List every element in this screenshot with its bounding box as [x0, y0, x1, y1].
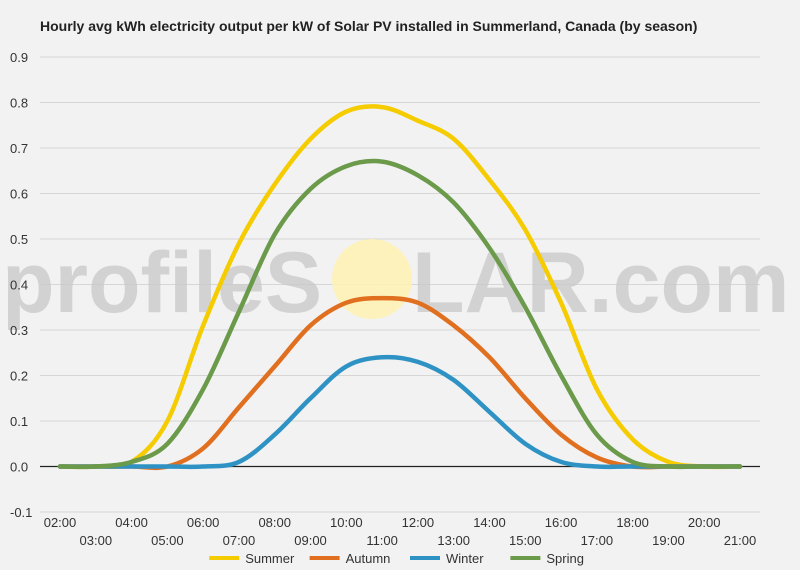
watermark: profileS LAR.com — [2, 235, 789, 331]
x-tick-label: 12:00 — [402, 515, 435, 530]
legend: Summer Autumn Winter Spring — [209, 551, 584, 566]
y-tick-label: 0.6 — [10, 187, 28, 202]
y-tick-label: 0.2 — [10, 369, 28, 384]
x-tick-label: 20:00 — [688, 515, 721, 530]
series-line-spring — [57, 158, 743, 470]
x-tick-label: 04:00 — [115, 515, 148, 530]
x-tick-label: 07:00 — [223, 533, 256, 548]
x-tick-label: 10:00 — [330, 515, 363, 530]
legend-item-autumn: Autumn — [309, 551, 391, 566]
y-tick-label: 0.1 — [10, 414, 28, 429]
x-tick-label: 17:00 — [581, 533, 614, 548]
x-tick-label: 18:00 — [616, 515, 649, 530]
legend-item-winter: Winter — [410, 551, 484, 566]
series-line-winter — [57, 354, 743, 470]
x-tick-label: 15:00 — [509, 533, 542, 548]
y-tick-label: 0.4 — [10, 278, 28, 293]
x-tick-label: 11:00 — [366, 533, 398, 548]
legend-label: Winter — [446, 551, 484, 566]
x-tick-label: 21:00 — [724, 533, 757, 548]
y-tick-label: -0.1 — [10, 505, 32, 520]
legend-label: Spring — [546, 551, 584, 566]
x-tick-label: 08:00 — [258, 515, 291, 530]
x-tick-label: 03:00 — [80, 533, 113, 548]
legend-item-summer: Summer — [209, 551, 295, 566]
x-tick-label: 19:00 — [652, 533, 685, 548]
x-tick-label: 14:00 — [473, 515, 506, 530]
y-tick-label: 0.7 — [10, 141, 28, 156]
legend-item-spring: Spring — [510, 551, 584, 566]
x-tick-label: 05:00 — [151, 533, 184, 548]
y-tick-label: 0.8 — [10, 96, 28, 111]
series-lines — [57, 104, 743, 471]
watermark-text-left: profileS — [2, 235, 322, 331]
x-tick-label: 16:00 — [545, 515, 578, 530]
x-tick-label: 13:00 — [437, 533, 470, 548]
x-tick-label: 02:00 — [44, 515, 77, 530]
y-tick-label: 0.9 — [10, 50, 28, 65]
legend-label: Summer — [245, 551, 295, 566]
chart-title: Hourly avg kWh electricity output per kW… — [40, 18, 698, 34]
watermark-sun-icon — [332, 239, 412, 319]
y-tick-label: 0.0 — [10, 460, 28, 475]
y-tick-label: 0.5 — [10, 232, 28, 247]
legend-label: Autumn — [346, 551, 391, 566]
watermark-text-right: LAR.com — [412, 235, 789, 331]
x-tick-label: 09:00 — [294, 533, 327, 548]
x-tick-label: 06:00 — [187, 515, 220, 530]
series-line-summer — [57, 104, 743, 470]
y-tick-label: 0.3 — [10, 323, 28, 338]
